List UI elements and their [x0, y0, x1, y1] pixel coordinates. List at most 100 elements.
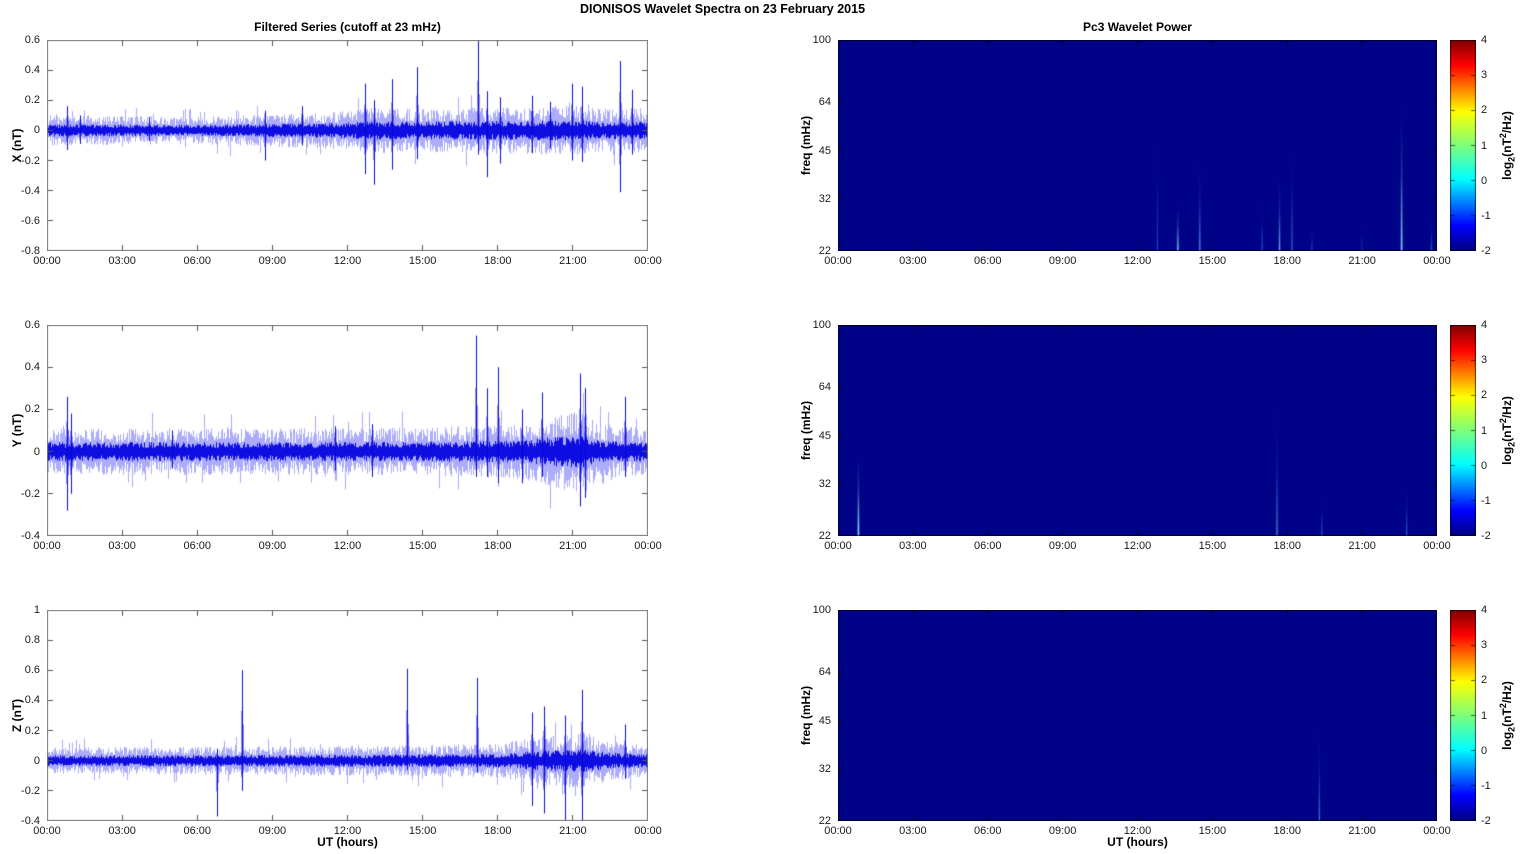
- x-tick-label: 09:00: [258, 825, 287, 837]
- colorbar-tick-label: 3: [1481, 354, 1488, 367]
- x-tick-label: 00:00: [1423, 255, 1451, 267]
- x-tick-label: 15:00: [1198, 255, 1227, 267]
- freq-tick-label: 100: [812, 34, 831, 46]
- y-tick-label: 0.4: [24, 694, 40, 707]
- colorbar-tick-label: 1: [1481, 424, 1488, 437]
- y-tick-label: 0.6: [24, 319, 40, 331]
- x-tick-label: 15:00: [408, 255, 437, 267]
- x-tick-label: 00:00: [824, 255, 852, 267]
- x-tick-label: 12:00: [1123, 255, 1152, 267]
- y-tick-label: -0.6: [21, 214, 40, 227]
- colorbar-tick-label: 2: [1481, 104, 1488, 117]
- x-tick-label: 03:00: [899, 255, 927, 267]
- colorbar-tick-label: 3: [1481, 69, 1488, 82]
- freq-tick-label: 22: [818, 530, 831, 542]
- colorbar-tick-label: 0: [1481, 459, 1488, 472]
- x-tick-label: 21:00: [559, 825, 587, 837]
- colorbar-label-sub: 2: [1506, 441, 1517, 447]
- x-tick-label: 06:00: [183, 825, 212, 837]
- y-tick-label: 0: [33, 124, 40, 137]
- freq-tick-label: 45: [818, 715, 831, 728]
- colorbar-label-text: log: [1500, 446, 1514, 465]
- figure-title: DIONISOS Wavelet Spectra on 23 February …: [579, 2, 866, 16]
- y-tick-label: 1: [33, 604, 40, 616]
- freq-tick-label: 32: [818, 192, 831, 205]
- x-tick-label: 18:00: [1273, 825, 1302, 837]
- y-tick-label: -0.4: [21, 815, 40, 827]
- freq-tick-label: 64: [818, 96, 831, 109]
- x-tick-label: 09:00: [258, 255, 287, 267]
- timeseries-x-canvas: [47, 40, 648, 251]
- y-tick-label: -0.2: [21, 784, 40, 797]
- x-tick-label: 03:00: [899, 825, 927, 837]
- x-tick-label: 18:00: [1273, 540, 1302, 552]
- colorbar-label-sup: 2: [1498, 703, 1508, 709]
- y-tick-label: -0.8: [21, 245, 40, 257]
- x-tick-label: 03:00: [899, 540, 927, 552]
- colorbar-label-sub: 2: [1506, 156, 1517, 162]
- colorbar-tick-label: 4: [1481, 34, 1488, 46]
- colorbar-label-text: (nT: [1500, 708, 1514, 727]
- colorbar-label-text: /Hz): [1500, 681, 1514, 704]
- colorbar-top-canvas: [1450, 40, 1476, 251]
- x-tick-label: 15:00: [408, 540, 437, 552]
- colorbar-label-sup: 2: [1498, 418, 1508, 424]
- y-tick-label: 0.8: [24, 634, 40, 647]
- spectrogram-x-panel: [838, 40, 1437, 251]
- y-tick-label: 0: [33, 445, 40, 458]
- spectrogram-y-panel: [838, 325, 1437, 536]
- x-tick-label: 00:00: [634, 825, 662, 837]
- freq-tick-label: 64: [818, 666, 831, 679]
- timeseries-y-panel: [47, 325, 648, 536]
- colorbar-tick-label: -1: [1481, 494, 1491, 507]
- x-tick-label: 12:00: [1123, 540, 1152, 552]
- freq-tick-label: 22: [818, 245, 831, 257]
- colorbar-tick-label: 4: [1481, 319, 1488, 331]
- colorbar-tick-label: -2: [1481, 530, 1491, 542]
- freq-tick-label: 32: [818, 762, 831, 775]
- colorbar-tick-label: 0: [1481, 744, 1488, 757]
- x-tick-label: 06:00: [973, 825, 1002, 837]
- y-tick-label: 0.6: [24, 664, 40, 677]
- timeseries-y-canvas: [47, 325, 648, 536]
- timeseries-z-canvas: [47, 610, 648, 821]
- freq-tick-label: 64: [818, 381, 831, 394]
- x-tick-label: 00:00: [1423, 540, 1451, 552]
- colorbar-middle-canvas: [1450, 325, 1476, 536]
- spectrogram-x-canvas: [838, 40, 1437, 251]
- y-axis-label-y: Y (nT): [10, 413, 24, 448]
- x-tick-label: 00:00: [33, 255, 61, 267]
- x-tick-label: 00:00: [634, 255, 662, 267]
- colorbar-tick-label: -1: [1481, 779, 1491, 792]
- colorbar-label-text: (nT: [1500, 423, 1514, 442]
- x-tick-label: 00:00: [33, 540, 61, 552]
- colorbar-label-sup: 2: [1498, 133, 1508, 139]
- freq-tick-label: 32: [818, 477, 831, 490]
- x-tick-label: 21:00: [1348, 825, 1376, 837]
- colorbar-bottom-canvas: [1450, 610, 1476, 821]
- x-tick-label: 12:00: [333, 825, 362, 837]
- colorbar-label-text: (nT: [1500, 138, 1514, 157]
- x-tick-label: 00:00: [634, 540, 662, 552]
- x-tick-label: 09:00: [1048, 540, 1077, 552]
- colorbar-tick-label: 1: [1481, 709, 1488, 722]
- x-tick-label: 15:00: [408, 825, 437, 837]
- y-tick-label: 0: [33, 754, 40, 767]
- freq-tick-label: 100: [812, 319, 831, 331]
- freq-tick-label: 100: [812, 604, 831, 616]
- colorbar-tick-label: 2: [1481, 674, 1488, 687]
- colorbar-bottom: [1450, 610, 1476, 821]
- freq-axis-label-top: freq (mHz): [799, 115, 813, 176]
- x-tick-label: 09:00: [1048, 255, 1077, 267]
- x-tick-label: 03:00: [108, 255, 136, 267]
- ut-axis-label-left: UT (hours): [317, 835, 378, 849]
- colorbar-tick-label: -2: [1481, 815, 1491, 827]
- x-tick-label: 06:00: [183, 540, 212, 552]
- colorbar-tick-label: -1: [1481, 209, 1491, 222]
- freq-tick-label: 45: [818, 145, 831, 158]
- y-tick-label: 0.2: [24, 94, 40, 107]
- x-tick-label: 21:00: [1348, 540, 1376, 552]
- colorbar-label-text: /Hz): [1500, 111, 1514, 134]
- filtered-series-title: Filtered Series (cutoff at 23 mHz): [254, 20, 441, 34]
